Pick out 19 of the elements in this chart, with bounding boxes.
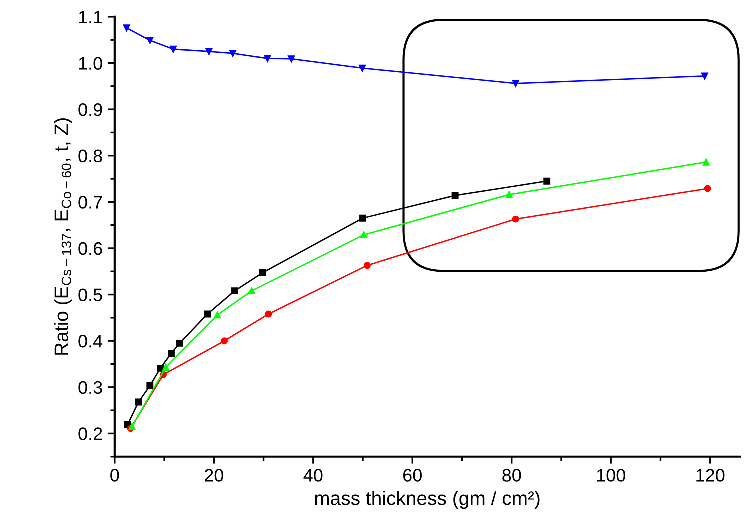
y-tick-label: 1.0 xyxy=(79,57,102,70)
x-tick-label: 100 xyxy=(597,469,626,482)
x-tick-label: 120 xyxy=(696,469,725,482)
y-tick-label: 0.9 xyxy=(78,104,102,116)
y-tick-label: 0.2 xyxy=(78,428,102,440)
y-tick-label: 0.7 xyxy=(78,196,102,209)
y-tick-label: 0.6 xyxy=(78,242,102,256)
x-tick-label: 0 xyxy=(110,469,120,482)
x-tick-label: 60 xyxy=(404,469,422,482)
y-tick-label: 0.3 xyxy=(78,381,102,394)
x-tick-label: 20 xyxy=(205,469,224,482)
y-tick-label: 1.1 xyxy=(79,11,102,24)
y-tick-label: 0.5 xyxy=(78,288,102,302)
y-tick-label: 0.4 xyxy=(78,335,103,348)
y-axis-title: Ratio (E$_{Cs−137}$, E$_{Co−60}$, t, Z) xyxy=(54,118,72,355)
x-axis-title: mass thickness (gm / cm²) xyxy=(315,491,540,510)
x-tick-label: 40 xyxy=(304,469,323,482)
y-tick-label: 0.8 xyxy=(78,150,102,163)
x-tick-label: 80 xyxy=(502,469,522,482)
